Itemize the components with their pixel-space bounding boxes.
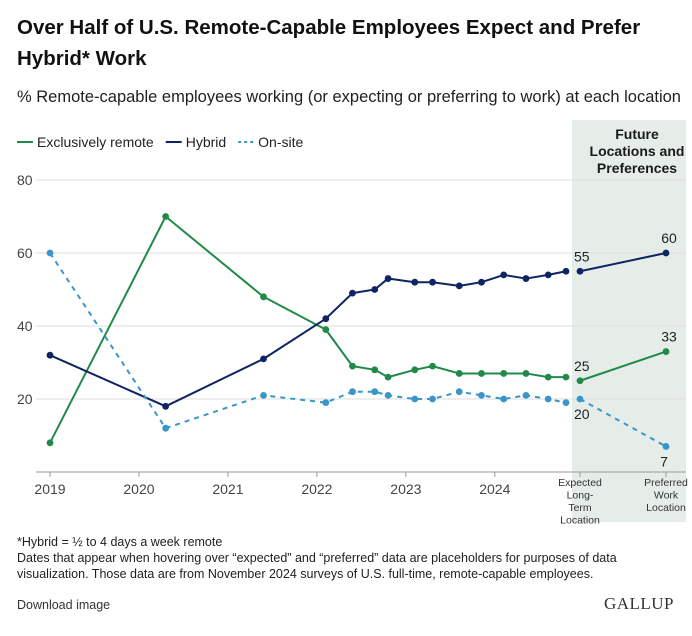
data-point-hybrid [478,278,485,286]
data-point-hybrid [162,402,170,410]
data-point-remote [562,373,570,381]
x-tick-label: 2019 [34,481,65,497]
data-point-onsite [349,388,356,396]
data-point-remote [478,370,485,377]
data-point-onsite [46,249,54,257]
y-tick-label: 80 [17,172,33,188]
download-image-link[interactable]: Download image [17,598,111,612]
data-point-remote [500,370,508,377]
data-point-hybrid [349,289,356,297]
future-category-label: Expected [558,477,602,489]
data-point-hybrid [260,355,267,363]
data-point-remote [662,348,670,355]
data-point-onsite [455,388,463,396]
data-point-onsite [522,391,530,399]
data-point-onsite [562,399,570,407]
data-point-hybrid [384,275,392,282]
future-line-hybrid [579,252,667,273]
data-point-onsite [260,391,267,399]
future-category-label: Location [560,515,600,527]
data-point-onsite [322,399,330,407]
data-point-hybrid [429,278,436,286]
data-point-onsite [429,395,436,403]
legend-label-remote: Exclusively remote [37,134,154,150]
data-point-remote [411,366,419,374]
future-category-label: Long- [567,490,594,502]
data-point-onsite [662,443,670,450]
data-point-onsite [384,391,392,399]
footnotes: *Hybrid = ½ to 4 days a week remote Date… [17,534,677,582]
gallup-logo: GALLUP [603,594,674,613]
data-point-onsite [411,395,419,403]
legend-label-onsite: On-site [258,134,303,150]
data-point-remote [260,293,267,301]
data-point-hybrid [500,271,508,279]
y-tick-label: 40 [17,318,33,334]
data-point-hybrid [411,278,419,286]
data-point-hybrid [455,282,463,290]
x-tick-label: 2023 [390,481,421,497]
data-point-remote [162,213,170,220]
placeholder-dates-note: Dates that appear when hovering over “ex… [17,551,617,581]
data-point-remote [371,366,379,374]
future-category-label: Term [568,502,592,514]
chart-subtitle: % Remote-capable employees working (or e… [17,88,681,106]
data-point-onsite [371,388,379,396]
data-point-onsite [544,395,552,403]
data-point-hybrid [544,271,552,279]
data-point-hybrid [576,267,584,275]
hybrid-definition-note: *Hybrid = ½ to 4 days a week remote [17,535,223,549]
future-category-label: Work [654,490,679,502]
future-line-onsite [579,398,667,448]
future-category-label: Preferred [644,477,688,489]
value-label-preferred-remote: 33 [661,329,677,345]
data-point-remote [544,373,552,381]
y-tick-label: 60 [17,245,33,261]
value-label-preferred-onsite: 7 [660,453,668,469]
value-label-expected-remote: 25 [574,358,590,374]
data-point-remote [429,362,436,370]
data-point-remote [46,439,54,447]
value-label-preferred-hybrid: 60 [661,230,677,246]
y-tick-label: 20 [17,391,33,407]
x-tick-label: 2020 [123,481,154,497]
future-line-remote [579,350,667,382]
data-point-remote [349,362,356,370]
data-point-hybrid [662,249,670,257]
data-point-onsite [478,391,485,399]
data-point-remote [384,373,392,381]
series-line-onsite [49,252,567,430]
data-point-hybrid [522,275,530,282]
future-band-title-line: Future [615,126,659,142]
data-point-onsite [500,395,508,403]
data-point-hybrid [371,286,379,293]
future-band [572,120,686,522]
future-category-label: Location [646,502,686,514]
data-point-remote [522,370,530,377]
data-point-hybrid [562,267,570,275]
future-band-title-line: Locations and [590,143,685,159]
data-point-remote [576,377,584,385]
x-tick-label: 2021 [212,481,243,497]
data-point-remote [455,370,463,377]
data-point-remote [322,326,330,334]
x-tick-label: 2024 [479,481,510,497]
data-point-hybrid [322,315,330,323]
value-label-expected-onsite: 20 [574,406,590,422]
future-band-title-line: Preferences [597,160,677,176]
data-point-onsite [162,424,170,432]
chart-title: Over Half of U.S. Remote-Capable Employe… [17,16,641,70]
x-tick-label: 2022 [301,481,332,497]
value-label-expected-hybrid: 55 [574,248,590,264]
legend-label-hybrid: Hybrid [186,134,226,150]
data-point-onsite [576,395,584,403]
data-point-hybrid [46,351,54,359]
